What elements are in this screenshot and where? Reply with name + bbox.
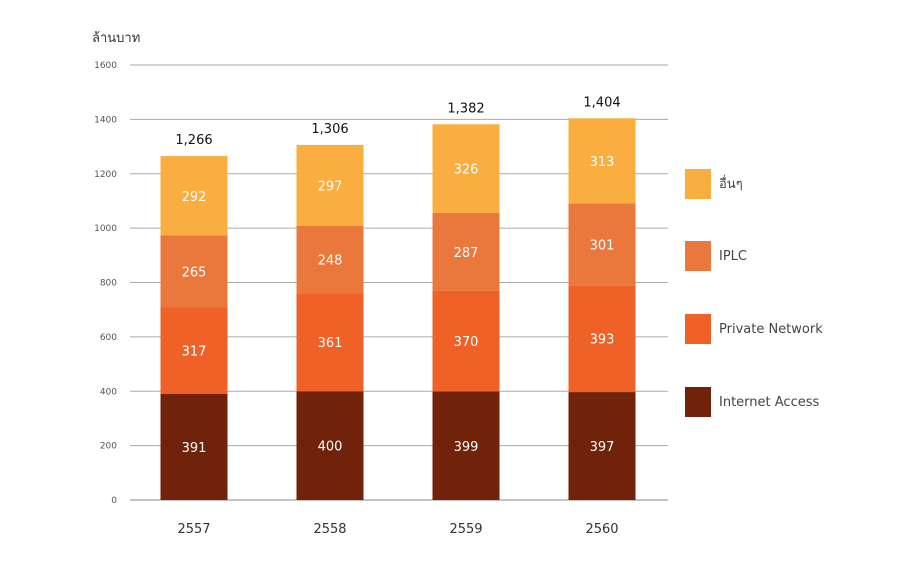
y-tick-label: 1200 xyxy=(94,170,117,180)
legend-swatch xyxy=(685,241,711,271)
legend: อื่นๆ IPLC Private Network Internet Access xyxy=(685,169,823,417)
y-tick-label: 1600 xyxy=(94,61,117,71)
bar-segment xyxy=(568,285,636,393)
legend-swatch xyxy=(685,387,711,417)
bar-segment xyxy=(160,235,228,308)
bar-segment xyxy=(296,144,364,226)
bar-total-label: 1,266 xyxy=(175,133,212,148)
y-tick-label: 1000 xyxy=(94,224,117,234)
y-tick-label: 800 xyxy=(100,279,117,289)
segment-value-label: 297 xyxy=(318,179,343,194)
legend-swatch xyxy=(685,314,711,344)
segment-value-label: 393 xyxy=(590,333,615,348)
legend-label: อื่นๆ xyxy=(719,175,743,192)
segment-value-label: 265 xyxy=(182,265,207,280)
bars: 391 317 265 292 1,266 400 361 248 297 1,306 399 370… xyxy=(160,95,636,500)
segment-value-label: 399 xyxy=(454,440,479,455)
bar-segment xyxy=(296,225,364,294)
y-tick-label: 0 xyxy=(111,496,117,506)
bar-segment xyxy=(568,203,636,286)
segment-value-label: 400 xyxy=(318,440,343,455)
bar-segment xyxy=(296,293,364,392)
x-tick-label: 2560 xyxy=(585,522,618,537)
segment-value-label: 326 xyxy=(454,163,479,178)
y-tick-label: 1400 xyxy=(94,115,117,125)
segment-value-label: 292 xyxy=(182,190,207,205)
x-tick-label: 2558 xyxy=(313,522,346,537)
segment-value-label: 361 xyxy=(318,336,343,351)
bar-total-label: 1,382 xyxy=(447,101,484,116)
x-axis-labels: 2557 2558 2559 2560 xyxy=(177,522,618,537)
legend-swatch xyxy=(685,169,711,199)
y-tick-label: 200 xyxy=(100,442,117,452)
legend-label: Internet Access xyxy=(719,395,819,410)
segment-value-label: 317 xyxy=(182,345,207,360)
segment-value-label: 370 xyxy=(454,335,479,350)
x-tick-label: 2559 xyxy=(449,522,482,537)
bar-total-label: 1,404 xyxy=(583,95,620,110)
y-axis-ticks: 0 200 400 600 800 1000 1200 1400 1600 xyxy=(94,61,117,506)
segment-value-label: 301 xyxy=(590,238,615,253)
bar-segment xyxy=(432,212,500,291)
y-axis-label: ล้านบาท xyxy=(92,31,140,46)
bar-segment xyxy=(160,393,228,500)
segment-value-label: 248 xyxy=(318,253,343,268)
bar-segment xyxy=(568,118,636,204)
bar-segment xyxy=(432,290,500,392)
segment-value-label: 313 xyxy=(590,155,615,170)
bar-segment xyxy=(160,156,228,236)
bar-segment xyxy=(568,392,636,500)
bar-segment xyxy=(296,391,364,500)
legend-label: Private Network xyxy=(719,322,823,337)
legend-label: IPLC xyxy=(719,249,747,264)
y-tick-label: 400 xyxy=(100,387,117,397)
x-tick-label: 2557 xyxy=(177,522,210,537)
segment-value-label: 287 xyxy=(454,246,479,261)
bar-segment xyxy=(432,124,500,213)
bar-segment xyxy=(432,391,500,500)
bar-total-label: 1,306 xyxy=(311,122,348,137)
y-tick-label: 600 xyxy=(100,333,117,343)
segment-value-label: 397 xyxy=(590,440,615,455)
bar-segment xyxy=(160,307,228,394)
segment-value-label: 391 xyxy=(182,441,207,456)
